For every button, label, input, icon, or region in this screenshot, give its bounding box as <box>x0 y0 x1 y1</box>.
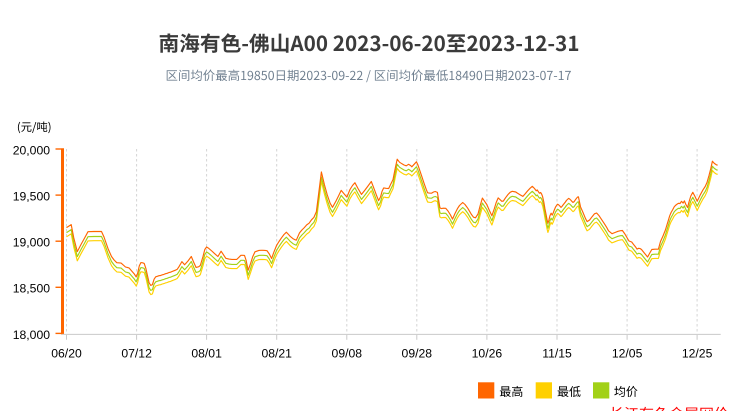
svg-text:09/28: 09/28 <box>402 347 433 361</box>
svg-text:11/15: 11/15 <box>542 347 572 361</box>
svg-text:20,000: 20,000 <box>13 143 50 157</box>
svg-text:18,000: 18,000 <box>13 328 50 342</box>
svg-text:18,500: 18,500 <box>13 282 50 296</box>
svg-text:10/26: 10/26 <box>472 347 503 361</box>
svg-text:19,500: 19,500 <box>13 190 50 204</box>
svg-text:09/08: 09/08 <box>332 347 363 361</box>
svg-text:08/01: 08/01 <box>191 347 222 361</box>
svg-text:06/20: 06/20 <box>51 347 82 361</box>
svg-text:19,000: 19,000 <box>13 236 50 250</box>
svg-text:07/12: 07/12 <box>121 347 152 361</box>
svg-text:12/25: 12/25 <box>682 347 713 361</box>
svg-text:12/05: 12/05 <box>612 347 643 361</box>
svg-text:08/21: 08/21 <box>261 347 292 361</box>
